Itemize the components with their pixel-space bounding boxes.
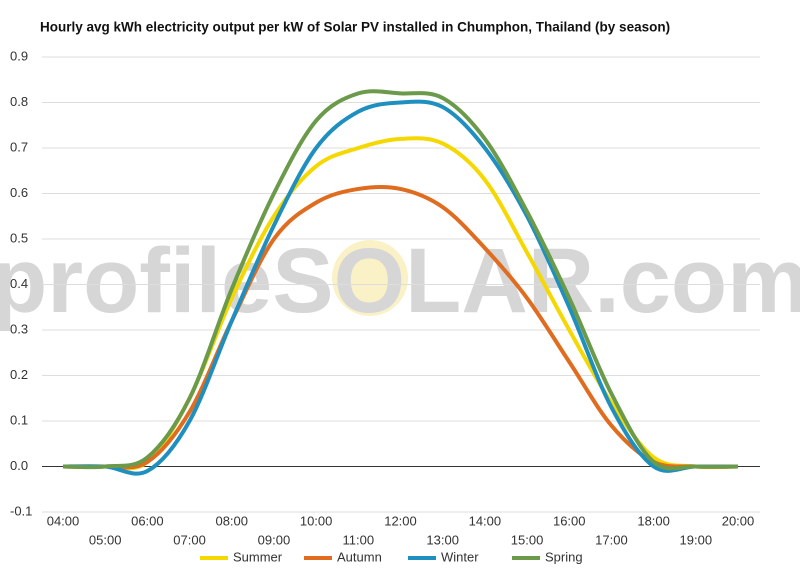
y-tick-label: 0.4 bbox=[10, 276, 28, 291]
x-tick-label: 11:00 bbox=[343, 532, 375, 547]
x-tick-label: 17:00 bbox=[595, 532, 628, 547]
y-tick-label: 0.1 bbox=[10, 412, 28, 427]
x-tick-label: 10:00 bbox=[300, 513, 333, 528]
y-tick-label: 0.7 bbox=[10, 139, 28, 154]
y-tick-label: 0.6 bbox=[10, 185, 28, 200]
y-tick-label: 0.3 bbox=[10, 321, 28, 336]
x-tick-label: 04:00 bbox=[47, 513, 80, 528]
series-line bbox=[62, 99, 738, 476]
x-tick-label: 15:00 bbox=[511, 532, 544, 547]
watermark: profileSOLAR.com bbox=[0, 230, 800, 332]
legend-label: Summer bbox=[233, 549, 283, 564]
x-tick-label: 18:00 bbox=[637, 513, 670, 528]
y-tick-label: 0.5 bbox=[10, 230, 28, 245]
x-tick-label: 14:00 bbox=[469, 513, 502, 528]
x-tick-label: 13:00 bbox=[426, 532, 459, 547]
y-tick-label: 0.0 bbox=[10, 458, 28, 473]
legend-label: Winter bbox=[441, 549, 479, 564]
x-tick-label: 08:00 bbox=[215, 513, 248, 528]
x-tick-label: 12:00 bbox=[384, 513, 417, 528]
watermark-sun bbox=[332, 240, 408, 316]
x-tick-label: 07:00 bbox=[173, 532, 206, 547]
x-tick-label: 09:00 bbox=[258, 532, 291, 547]
series-line bbox=[62, 184, 739, 470]
y-tick-label: 0.9 bbox=[10, 48, 28, 63]
series-line bbox=[62, 89, 739, 471]
x-tick-label: 05:00 bbox=[89, 532, 122, 547]
x-tick-label: 16:00 bbox=[553, 513, 586, 528]
y-tick-label: -0.1 bbox=[10, 503, 32, 518]
y-tick-label: 0.8 bbox=[10, 94, 28, 109]
chart-title: Hourly avg kWh electricity output per kW… bbox=[40, 20, 670, 35]
x-tick-label: 20:00 bbox=[722, 513, 755, 528]
y-tick-label: 0.2 bbox=[10, 367, 28, 382]
x-tick-label: 06:00 bbox=[131, 513, 164, 528]
legend-label: Autumn bbox=[337, 549, 382, 564]
x-tick-label: 19:00 bbox=[680, 532, 713, 547]
legend-label: Spring bbox=[545, 549, 583, 564]
